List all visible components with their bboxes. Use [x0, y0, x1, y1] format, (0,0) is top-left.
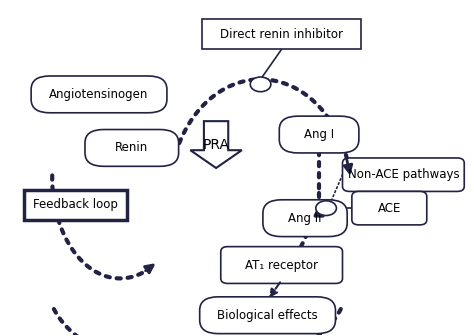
Text: PRA: PRA: [202, 137, 229, 152]
Circle shape: [250, 77, 271, 92]
Text: Feedback loop: Feedback loop: [33, 198, 118, 211]
Text: Ang II: Ang II: [288, 212, 322, 225]
FancyBboxPatch shape: [24, 190, 127, 220]
FancyBboxPatch shape: [200, 297, 336, 334]
FancyBboxPatch shape: [263, 200, 347, 237]
Text: Renin: Renin: [115, 141, 148, 155]
Text: Biological effects: Biological effects: [217, 309, 318, 322]
FancyBboxPatch shape: [221, 247, 343, 284]
Text: ACE: ACE: [378, 202, 401, 215]
FancyBboxPatch shape: [202, 19, 361, 49]
FancyBboxPatch shape: [279, 116, 359, 153]
FancyBboxPatch shape: [352, 192, 427, 225]
Circle shape: [316, 201, 337, 215]
Polygon shape: [191, 121, 242, 168]
FancyBboxPatch shape: [343, 158, 464, 192]
FancyBboxPatch shape: [254, 79, 268, 89]
Text: Angiotensinogen: Angiotensinogen: [49, 88, 149, 101]
FancyBboxPatch shape: [85, 129, 179, 166]
Text: Non-ACE pathways: Non-ACE pathways: [347, 168, 459, 181]
FancyBboxPatch shape: [31, 76, 167, 113]
Text: Ang I: Ang I: [304, 128, 334, 141]
Text: Direct renin inhibitor: Direct renin inhibitor: [220, 28, 343, 41]
Text: AT₁ receptor: AT₁ receptor: [245, 258, 318, 271]
